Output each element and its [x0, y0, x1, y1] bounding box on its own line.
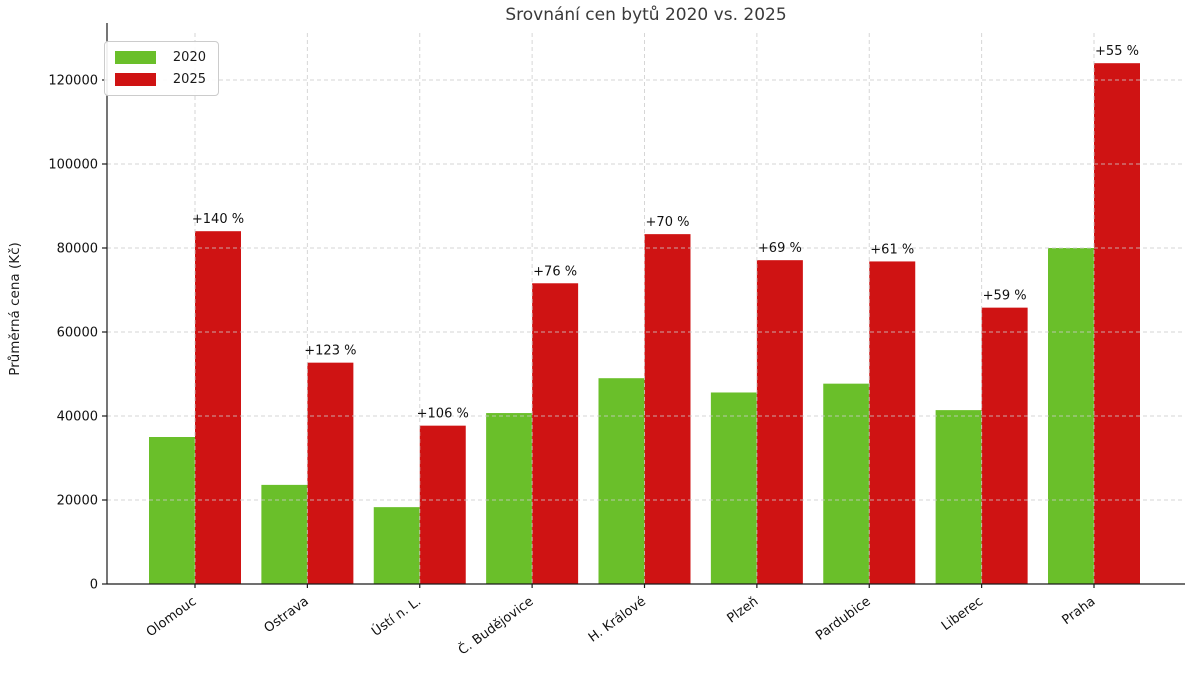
y-tick-label-80000: 80000: [57, 242, 98, 257]
legend-swatch-2020: [115, 51, 156, 64]
legend-swatch-2025: [115, 73, 156, 86]
x-tick-label-pardubice: Pardubice: [813, 594, 873, 644]
y-tick-label-60000: 60000: [57, 326, 98, 341]
x-tick-label-h-kr-lov: H. Králové: [586, 594, 649, 645]
x-tick-label-praha: Praha: [1059, 594, 1098, 628]
pct-label-plze: +69 %: [758, 241, 802, 256]
bar-2025-ostrava: [307, 362, 354, 584]
y-tick-label-40000: 40000: [57, 410, 98, 425]
bar-2025-pardubice: [869, 261, 916, 584]
legend-item-2025: 2025: [115, 72, 206, 87]
x-tick-label-plze: Plzeň: [724, 594, 761, 626]
legend-label-2025: 2025: [172, 72, 206, 87]
bar-2020-st-n-l: [373, 507, 420, 584]
pct-label-st-n-l: +106 %: [417, 407, 469, 422]
bar-2025-bud-jovice: [532, 283, 579, 584]
pct-label-liberec: +59 %: [983, 289, 1027, 304]
bar-2020-liberec: [935, 410, 982, 584]
bar-2020-plze: [710, 392, 757, 584]
bar-2025-liberec: [981, 307, 1028, 584]
y-tick-label-20000: 20000: [57, 494, 98, 509]
x-tick-label-olomouc: Olomouc: [144, 594, 200, 640]
legend: 2020 2025: [104, 41, 219, 96]
bar-2020-h-kr-lov: [598, 378, 645, 584]
x-tick-label-bud-jovice: Č. Budějovice: [455, 593, 536, 658]
bar-2020-pardubice: [823, 383, 870, 584]
bar-2025-olomouc: [195, 231, 241, 584]
bar-2025-st-n-l: [419, 425, 466, 584]
bar-2020-ostrava: [261, 484, 308, 584]
y-tick-label-120000: 120000: [48, 74, 98, 89]
bar-2025-h-kr-lov: [644, 234, 691, 584]
bar-2020-olomouc: [149, 437, 195, 584]
bar-2025-plze: [756, 260, 803, 584]
pct-label-bud-jovice: +76 %: [533, 264, 577, 279]
pct-label-pardubice: +61 %: [870, 242, 914, 257]
pct-label-ostrava: +123 %: [304, 344, 356, 359]
legend-label-2020: 2020: [172, 50, 206, 65]
pct-label-olomouc: +140 %: [192, 212, 244, 227]
x-tick-label-st-n-l: Ústí n. L.: [369, 593, 425, 639]
bar-2025-praha: [1094, 63, 1140, 584]
chart-title: Srovnání cen bytů 2020 vs. 2025: [505, 5, 787, 25]
x-tick-label-liberec: Liberec: [939, 594, 986, 634]
bar-2020-bud-jovice: [486, 413, 533, 584]
pct-label-praha: +55 %: [1095, 44, 1139, 59]
y-tick-label-0: 0: [90, 578, 98, 593]
x-tick-label-ostrava: Ostrava: [262, 594, 312, 636]
pct-label-h-kr-lov: +70 %: [646, 215, 690, 230]
legend-item-2020: 2020: [115, 50, 206, 65]
y-tick-label-100000: 100000: [48, 158, 98, 173]
